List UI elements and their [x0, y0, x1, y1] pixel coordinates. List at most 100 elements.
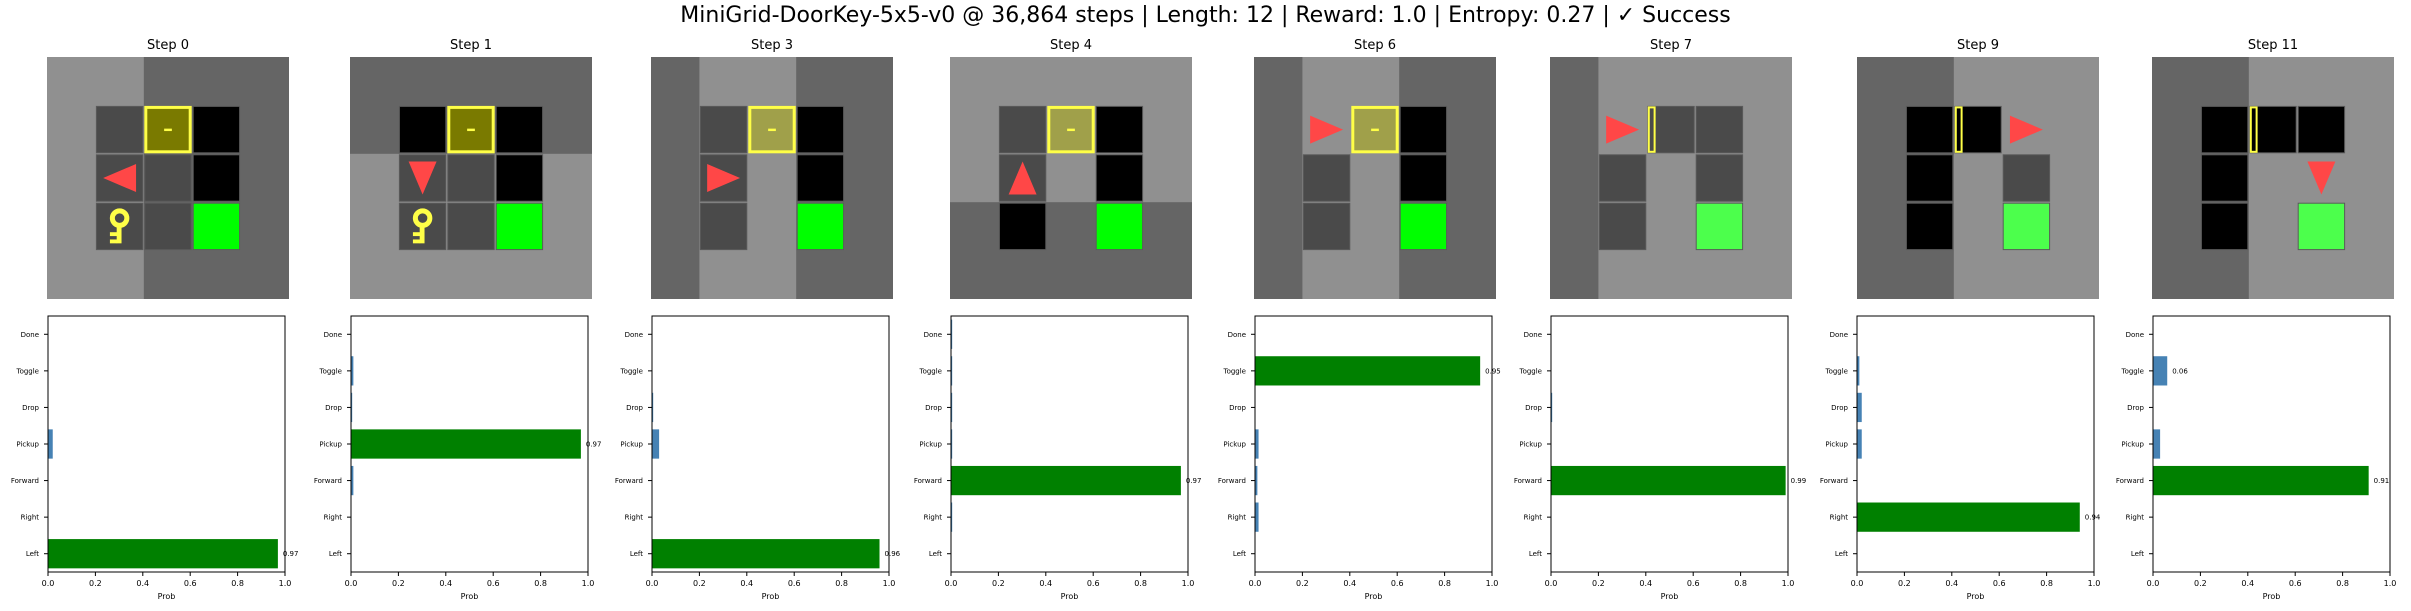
- data-label: 0.97: [586, 441, 602, 449]
- data-label: 0.97: [283, 550, 299, 558]
- bar: [1255, 502, 1259, 532]
- y-tick-label: Left: [929, 550, 942, 558]
- x-tick-label: 0.0: [1545, 579, 1558, 588]
- goal-cell: [2297, 202, 2346, 251]
- bar: [1857, 502, 2080, 532]
- bar: [1551, 392, 1553, 423]
- data-label: 0.97: [1186, 477, 1202, 485]
- x-tick-label: 1.0: [1486, 579, 1499, 588]
- data-label: 0.94: [2085, 514, 2101, 522]
- bar: [2153, 465, 2369, 496]
- agent-icon: [1606, 115, 1640, 144]
- axes-frame: [1254, 315, 1493, 573]
- x-tick-label: 1.0: [2088, 579, 2101, 588]
- x-tick-label: 0.6: [2289, 579, 2302, 588]
- x-tick-label: 0.0: [42, 579, 55, 588]
- grid-cell: [1399, 154, 1448, 202]
- y-tick-label: Done: [1830, 331, 1848, 339]
- bar: [1255, 356, 1481, 386]
- bar: [951, 356, 953, 386]
- y-tick-label: Pickup: [16, 441, 39, 449]
- bar: [1255, 465, 1258, 496]
- x-axis-label: Prob: [762, 592, 780, 601]
- y-tick-label: Pickup: [620, 441, 643, 449]
- axes-frame: [1550, 315, 1789, 573]
- grid-cell: [1695, 105, 1744, 154]
- x-tick-label: 0.2: [1592, 579, 1605, 588]
- bar: [951, 429, 953, 459]
- data-label: 0.99: [1791, 477, 1807, 485]
- y-tick-label: Pickup: [319, 441, 342, 449]
- bar: [1857, 356, 1860, 386]
- y-tick-label: Pickup: [1223, 441, 1246, 449]
- grid-cell: [95, 105, 144, 154]
- axes-frame: [651, 315, 890, 573]
- x-tick-label: 0.2: [2194, 579, 2207, 588]
- x-tick-label: 0.0: [2147, 579, 2160, 588]
- data-label: 0.96: [885, 550, 901, 558]
- y-tick-label: Right: [1524, 514, 1543, 522]
- grid-cell: [1302, 154, 1351, 202]
- grid-cell: [1598, 202, 1647, 251]
- grid-cell: [192, 105, 241, 154]
- x-axis-label: Prob: [2263, 592, 2281, 601]
- x-tick-label: 0.4: [1945, 579, 1958, 588]
- x-tick-label: 0.4: [136, 579, 149, 588]
- open-door: [2249, 106, 2258, 153]
- x-tick-label: 1.0: [883, 579, 896, 588]
- y-tick-label: Pickup: [2121, 441, 2144, 449]
- frame-title: Step 7: [1650, 38, 1692, 53]
- key-tooth: [412, 232, 421, 237]
- bar: [951, 502, 953, 532]
- goal-cell: [192, 202, 241, 251]
- y-tick-label: Forward: [615, 477, 643, 485]
- key-tooth: [412, 239, 421, 244]
- x-tick-label: 0.2: [89, 579, 102, 588]
- y-tick-label: Toggle: [1824, 367, 1848, 375]
- y-tick-label: Right: [625, 514, 644, 522]
- key-tooth: [109, 232, 118, 237]
- action-prob-chart: Left Right Forward Pickup Drop Toggle 0.95 Done…: [1218, 315, 1501, 601]
- x-tick-label: 0.2: [1898, 579, 1911, 588]
- y-tick-label: Drop: [325, 404, 342, 412]
- y-tick-label: Drop: [1831, 404, 1848, 412]
- x-tick-label: 0.0: [1249, 579, 1262, 588]
- y-tick-label: Right: [924, 514, 943, 522]
- y-tick-label: Left: [1233, 550, 1246, 558]
- bar: [1857, 392, 1862, 423]
- bar: [351, 429, 581, 459]
- agent-icon: [1008, 161, 1037, 195]
- x-tick-label: 0.4: [1039, 579, 1052, 588]
- bar: [351, 392, 353, 423]
- bar: [951, 392, 953, 423]
- y-tick-label: Left: [630, 550, 643, 558]
- x-tick-label: 0.8: [2040, 579, 2053, 588]
- y-tick-label: Pickup: [1519, 441, 1542, 449]
- y-tick-label: Left: [26, 550, 39, 558]
- y-tick-label: Pickup: [919, 441, 942, 449]
- x-axis-label: Prob: [158, 592, 176, 601]
- key-shaft: [419, 223, 425, 244]
- x-axis-label: Prob: [1061, 592, 1079, 601]
- x-tick-label: 0.2: [1296, 579, 1309, 588]
- frame-title: Step 9: [1957, 38, 1999, 53]
- bar: [1255, 429, 1259, 459]
- x-tick-label: 0.6: [1391, 579, 1404, 588]
- bar: [48, 429, 53, 459]
- bar: [351, 356, 354, 386]
- x-tick-label: 0.2: [693, 579, 706, 588]
- y-tick-label: Drop: [22, 404, 39, 412]
- y-tick-label: Forward: [1514, 477, 1542, 485]
- open-door: [1954, 106, 1963, 153]
- y-tick-label: Done: [1228, 331, 1246, 339]
- y-tick-label: Toggle: [318, 367, 342, 375]
- y-tick-label: Done: [625, 331, 643, 339]
- y-tick-label: Forward: [2116, 477, 2144, 485]
- action-prob-chart: Left Right Forward 0.99 Pickup Drop Toggle Done…: [1514, 315, 1807, 601]
- locked-door: [748, 105, 796, 154]
- y-tick-label: Drop: [626, 404, 643, 412]
- grid-cell: [2200, 105, 2249, 154]
- x-tick-label: 0.4: [740, 579, 753, 588]
- door-handle: [1371, 128, 1379, 132]
- y-tick-label: Toggle: [1222, 367, 1246, 375]
